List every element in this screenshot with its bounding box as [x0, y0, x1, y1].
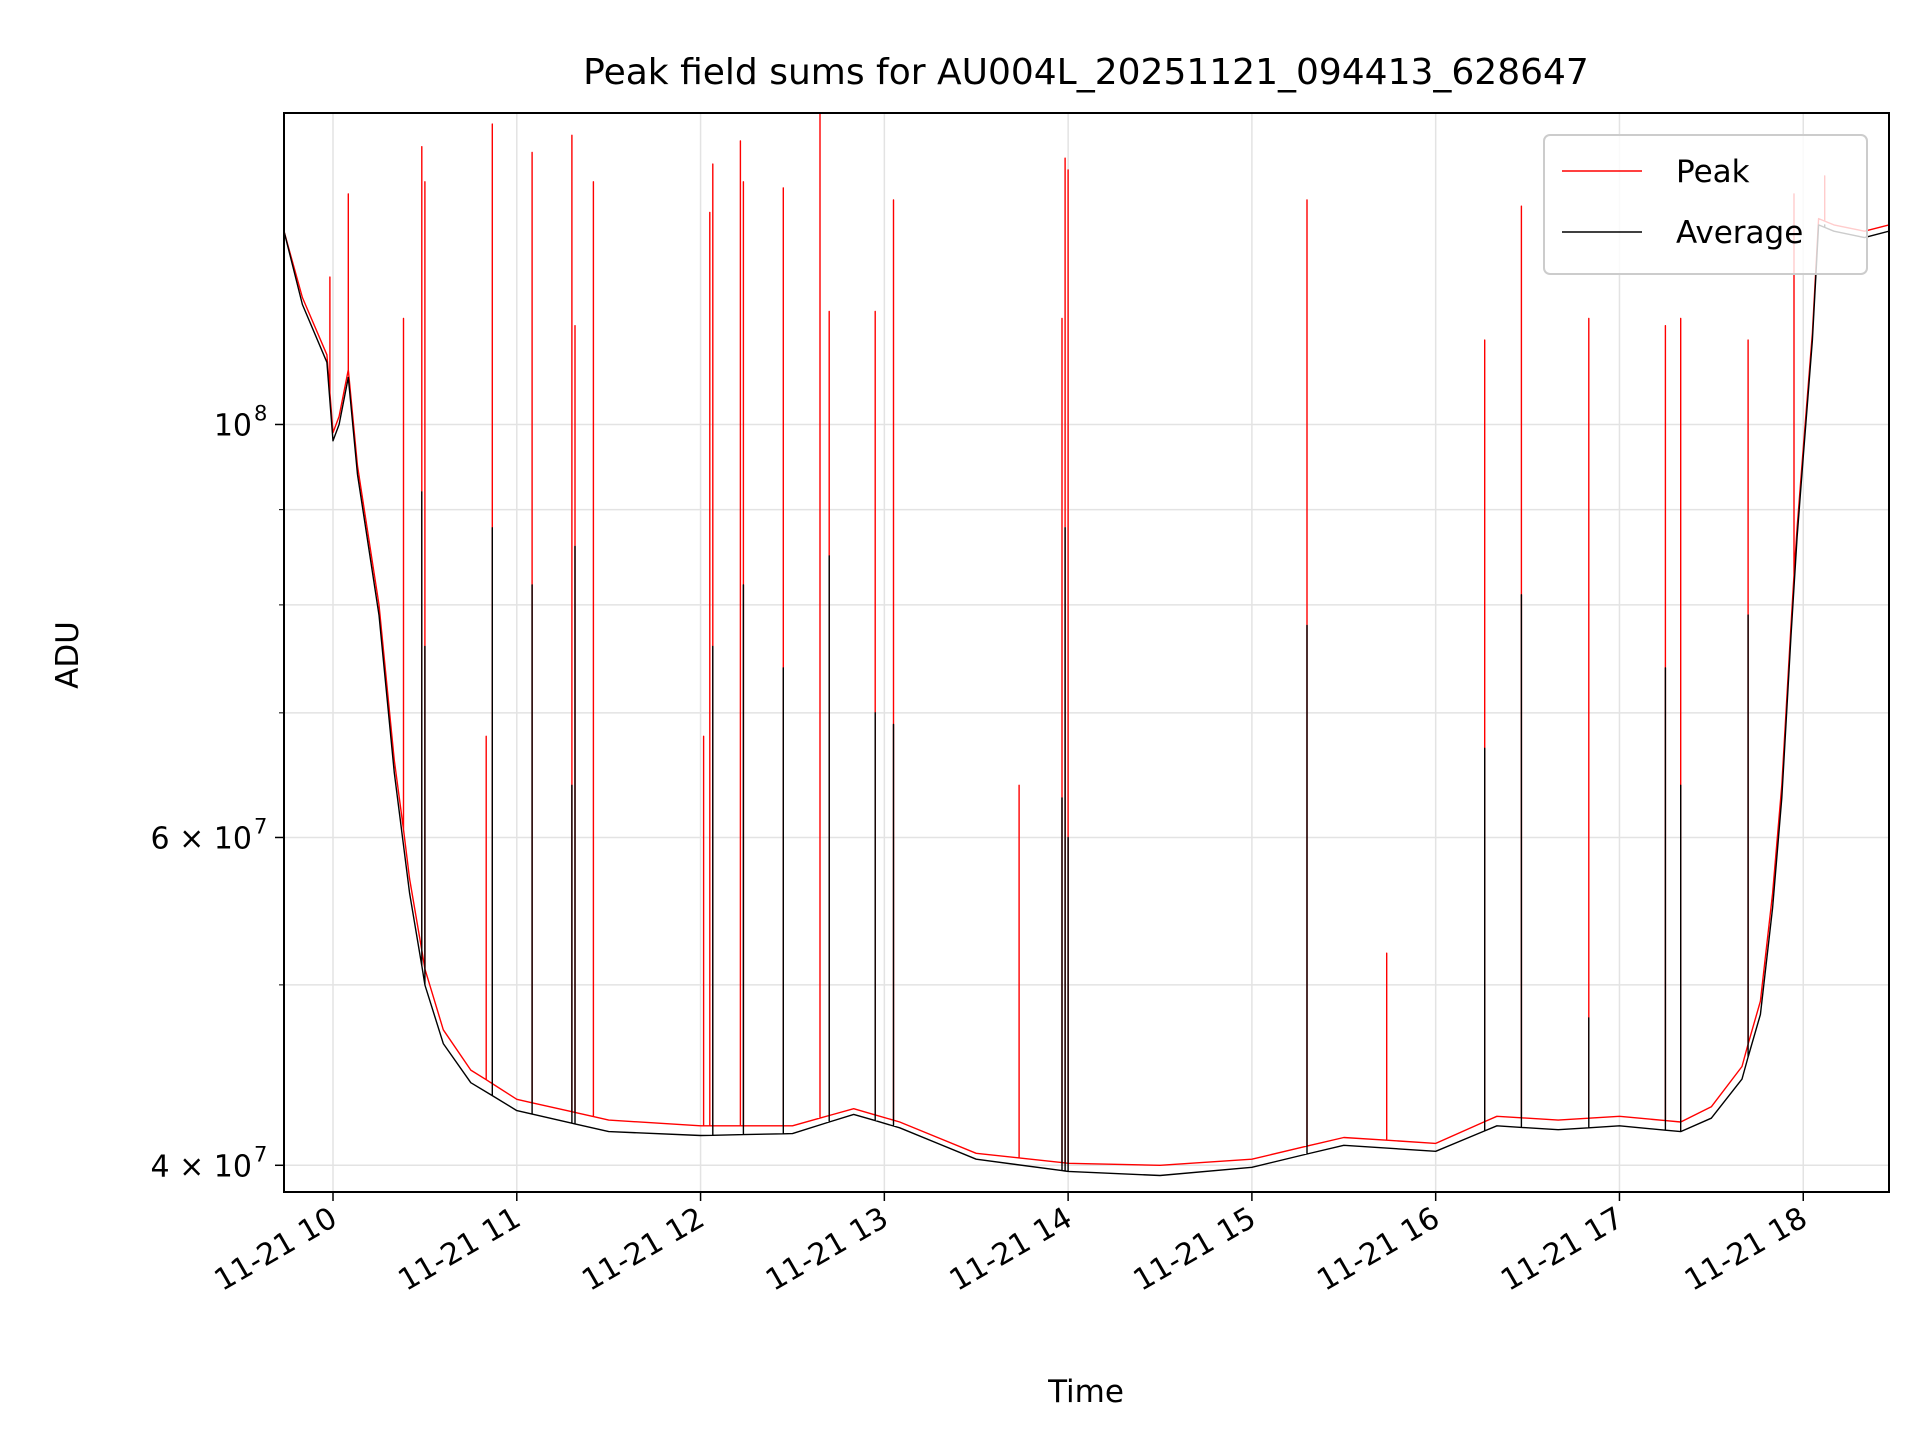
- legend-box: [1543, 134, 1868, 275]
- average-series-line: [284, 224, 1889, 1177]
- y-tick-exponent: 7: [254, 814, 267, 838]
- legend-average-label: Average: [1676, 215, 1803, 251]
- y-tick-label: 4 × 10: [151, 1149, 252, 1184]
- plot-frame: [283, 112, 1890, 1193]
- y-axis-label: ADU: [50, 621, 86, 689]
- y-tick-label: 6 × 10: [151, 821, 252, 856]
- grid: [284, 113, 1889, 1192]
- y-tick-exponent: 7: [254, 1142, 267, 1166]
- y-tick-label: 10: [214, 408, 252, 443]
- x-axis-label: Time: [1047, 1374, 1124, 1410]
- legend-peak-label: Peak: [1676, 154, 1750, 190]
- chart-title: Peak field sums for AU004L_20251121_0944…: [583, 52, 1589, 93]
- series-layer: [284, 113, 1889, 1177]
- y-tick-exponent: 8: [254, 401, 267, 425]
- legend: Peak Average: [1543, 134, 1868, 275]
